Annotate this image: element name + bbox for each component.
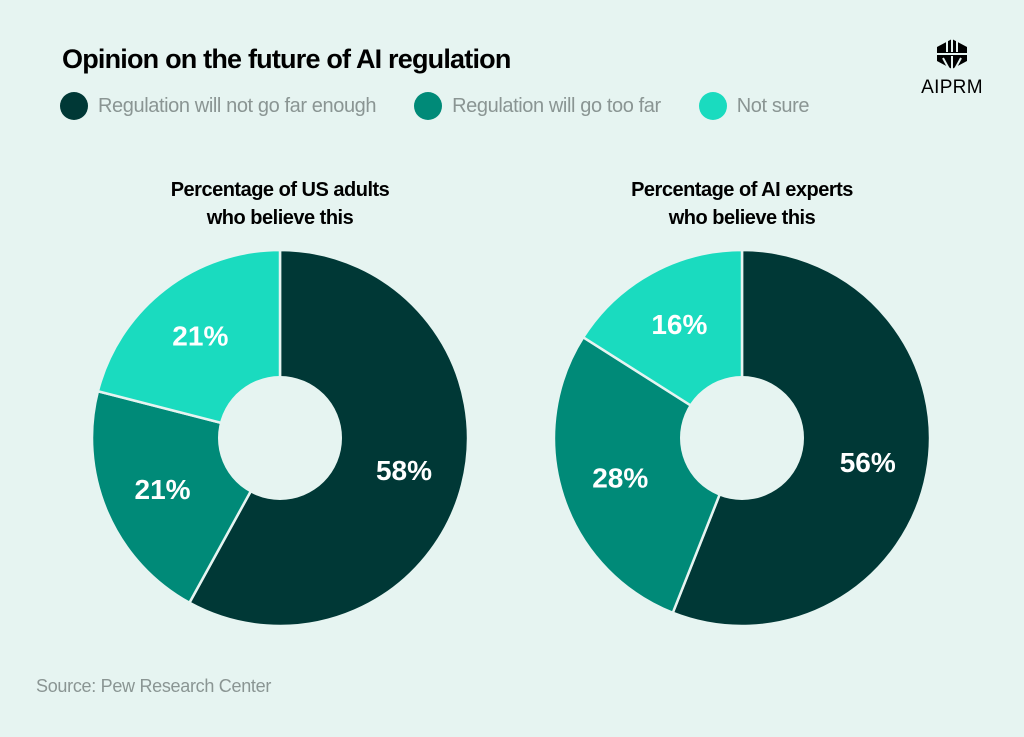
slice-label: 21% [172,320,228,351]
slice-label: 28% [592,463,648,494]
legend-swatch [60,92,88,120]
source-note: Source: Pew Research Center [36,676,272,696]
pie-title-line: Percentage of US adults [170,179,390,201]
legend-item-not-far-enough: Regulation will not go far enough [60,92,377,120]
pie-title-us-adults: Percentage of US adults who believe this [110,176,450,232]
slice-label: 58% [376,455,432,486]
legend-swatch [414,92,443,120]
slice-label: 21% [135,474,191,505]
chart-title: Opinion on the future of AI regulation [62,44,511,74]
logo-text: AIPRM [921,77,983,98]
donut-hole [680,376,804,500]
pie-slice [552,335,744,615]
legend-label: Regulation will not go far enough [98,94,377,117]
legend: Regulation will not go far enough Regula… [60,92,847,120]
slice-label: 16% [651,309,707,340]
aiprm-logo-icon [937,39,967,70]
slice-label: 56% [840,447,896,478]
donut-hole [218,376,342,500]
pie-title-ai-experts: Percentage of AI experts who believe thi… [572,176,912,232]
legend-label: Not sure [736,94,810,117]
legend-item-not-sure: Not sure [698,92,810,120]
legend-label: Regulation will go too far [452,94,661,117]
legend-swatch [698,92,727,120]
pie-title-line: who believe this [668,207,816,229]
pie-slice [96,248,282,440]
pie-title-line: Percentage of AI experts [631,179,853,201]
pie-title-line: who believe this [206,207,354,229]
aiprm-logo: AIPRM [920,38,984,99]
legend-item-too-far: Regulation will go too far [414,92,661,120]
